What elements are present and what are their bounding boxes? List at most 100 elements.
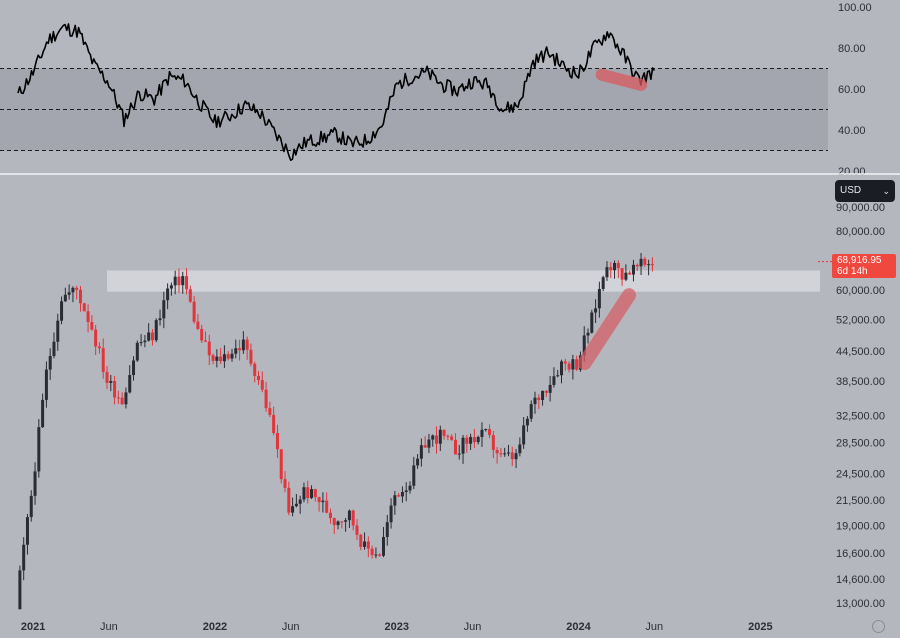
candle-body [476, 436, 480, 443]
candle-down [313, 488, 317, 502]
candle-body [590, 312, 594, 333]
candle-up [63, 287, 67, 303]
candle-body [291, 506, 295, 513]
candle-down [435, 426, 439, 454]
candle-up [25, 513, 29, 555]
candle-up [336, 520, 340, 530]
candle-down [635, 263, 639, 272]
x-year-label: 2024 [566, 621, 591, 633]
candle-down [97, 342, 101, 354]
candle-down [113, 375, 117, 405]
candle-body [29, 495, 33, 518]
candle-down [325, 492, 329, 514]
candle-body [257, 375, 261, 381]
candle-up [586, 328, 590, 344]
candle-body [491, 435, 495, 450]
candle-up [419, 438, 423, 467]
candle-down [351, 509, 355, 531]
candle-up [514, 449, 518, 469]
candle-body [503, 453, 507, 455]
candle-body [359, 534, 363, 547]
candle-up [291, 497, 295, 517]
candle-body [332, 518, 336, 526]
candle-body [631, 264, 635, 275]
candle-up [18, 565, 22, 610]
candle-body [86, 311, 90, 323]
candle-up [533, 391, 537, 414]
candle-body [173, 276, 177, 286]
candle-body [82, 303, 86, 312]
candle-body [219, 356, 223, 362]
candle-up [404, 482, 408, 502]
candle-up [139, 334, 143, 347]
oscillator-annotation [595, 68, 648, 91]
candle-body [650, 264, 654, 266]
candle-body [298, 499, 302, 504]
candle-down [82, 302, 86, 312]
candle-body [185, 276, 189, 290]
candle-body [609, 267, 613, 271]
candle-down [150, 329, 154, 346]
candle-down [272, 406, 276, 436]
candle-body [264, 389, 268, 409]
candle-up [56, 313, 60, 351]
candle-down [366, 536, 370, 558]
candle-up [597, 281, 601, 318]
candle-body [495, 449, 499, 454]
candle-up [128, 365, 132, 394]
price-tick-label: 16,600.00 [836, 548, 885, 560]
candle-body [639, 258, 643, 267]
x-month-label: Jun [282, 621, 300, 633]
candle-body [196, 321, 200, 329]
candle-down [200, 324, 204, 343]
currency-label: USD [840, 185, 862, 196]
candle-down [609, 262, 613, 279]
oscillator-tick-label: 20.00 [838, 166, 866, 178]
candle-body [109, 381, 113, 383]
candle-body [306, 487, 310, 499]
last-price-tag: 68,916.95 6d 14h [832, 254, 896, 278]
candle-body [560, 361, 564, 376]
candle-up [52, 332, 56, 359]
currency-select[interactable]: USD ⌄ [835, 180, 895, 202]
candle-body [351, 510, 355, 526]
candle-down [185, 268, 189, 295]
candle-body [328, 512, 332, 519]
candle-body [556, 375, 560, 377]
candle-down [355, 519, 359, 541]
candle-down [499, 447, 503, 458]
candle-down [491, 430, 495, 458]
candle-body [472, 437, 476, 443]
candle-up [529, 400, 533, 422]
candle-down [465, 434, 469, 453]
x-year-label: 2025 [748, 621, 772, 633]
candle-body [601, 277, 605, 289]
oscillator-series-line [17, 23, 655, 161]
candle-body [465, 437, 469, 444]
candle-down [287, 481, 291, 516]
price-tick-label: 14,600.00 [836, 574, 885, 586]
oscillator-tick-label: 100.00 [838, 2, 872, 14]
candle-body [461, 437, 465, 454]
candle-down [378, 553, 382, 557]
candle-down [101, 338, 105, 379]
candle-body [389, 505, 393, 523]
candle-body [404, 490, 408, 493]
candle-body [347, 510, 351, 521]
candle-up [594, 299, 598, 323]
candle-up [605, 261, 609, 281]
price-panel: 90,000.00 80,000.00 60,000.00 52,000.00 44,5… [18, 202, 885, 610]
candle-up [222, 345, 226, 368]
candle-body [124, 392, 128, 405]
candle-up [33, 462, 37, 505]
candle-body [597, 288, 601, 309]
candle-body [363, 541, 367, 547]
candle-up [41, 393, 45, 428]
candle-body [488, 429, 492, 436]
candle-up [374, 547, 378, 559]
candle-down [196, 314, 200, 330]
candle-down [332, 517, 336, 534]
x-year-label: 2022 [203, 621, 227, 633]
candle-body [374, 554, 378, 556]
